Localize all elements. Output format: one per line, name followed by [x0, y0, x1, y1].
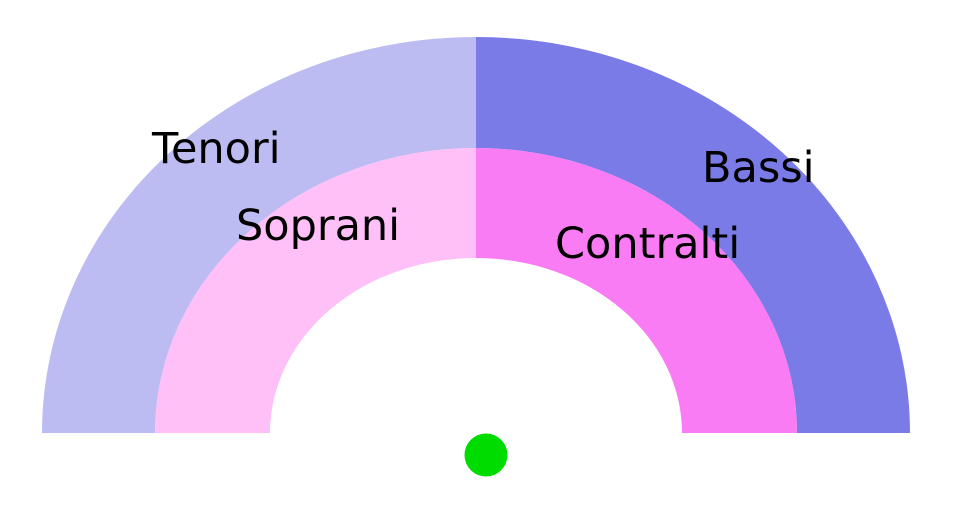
section-label-contralti: Contralti — [555, 219, 740, 269]
section-label-bassi: Bassi — [702, 143, 815, 193]
section-wedge-bassi — [476, 37, 910, 433]
conductor-dot — [464, 433, 508, 477]
section-wedge-tenori — [42, 37, 476, 433]
section-label-tenori: Tenori — [151, 124, 281, 174]
section-label-soprani: Soprani — [236, 201, 400, 251]
section-wedge-contralti — [476, 148, 797, 433]
section-wedge-soprani — [155, 148, 476, 433]
